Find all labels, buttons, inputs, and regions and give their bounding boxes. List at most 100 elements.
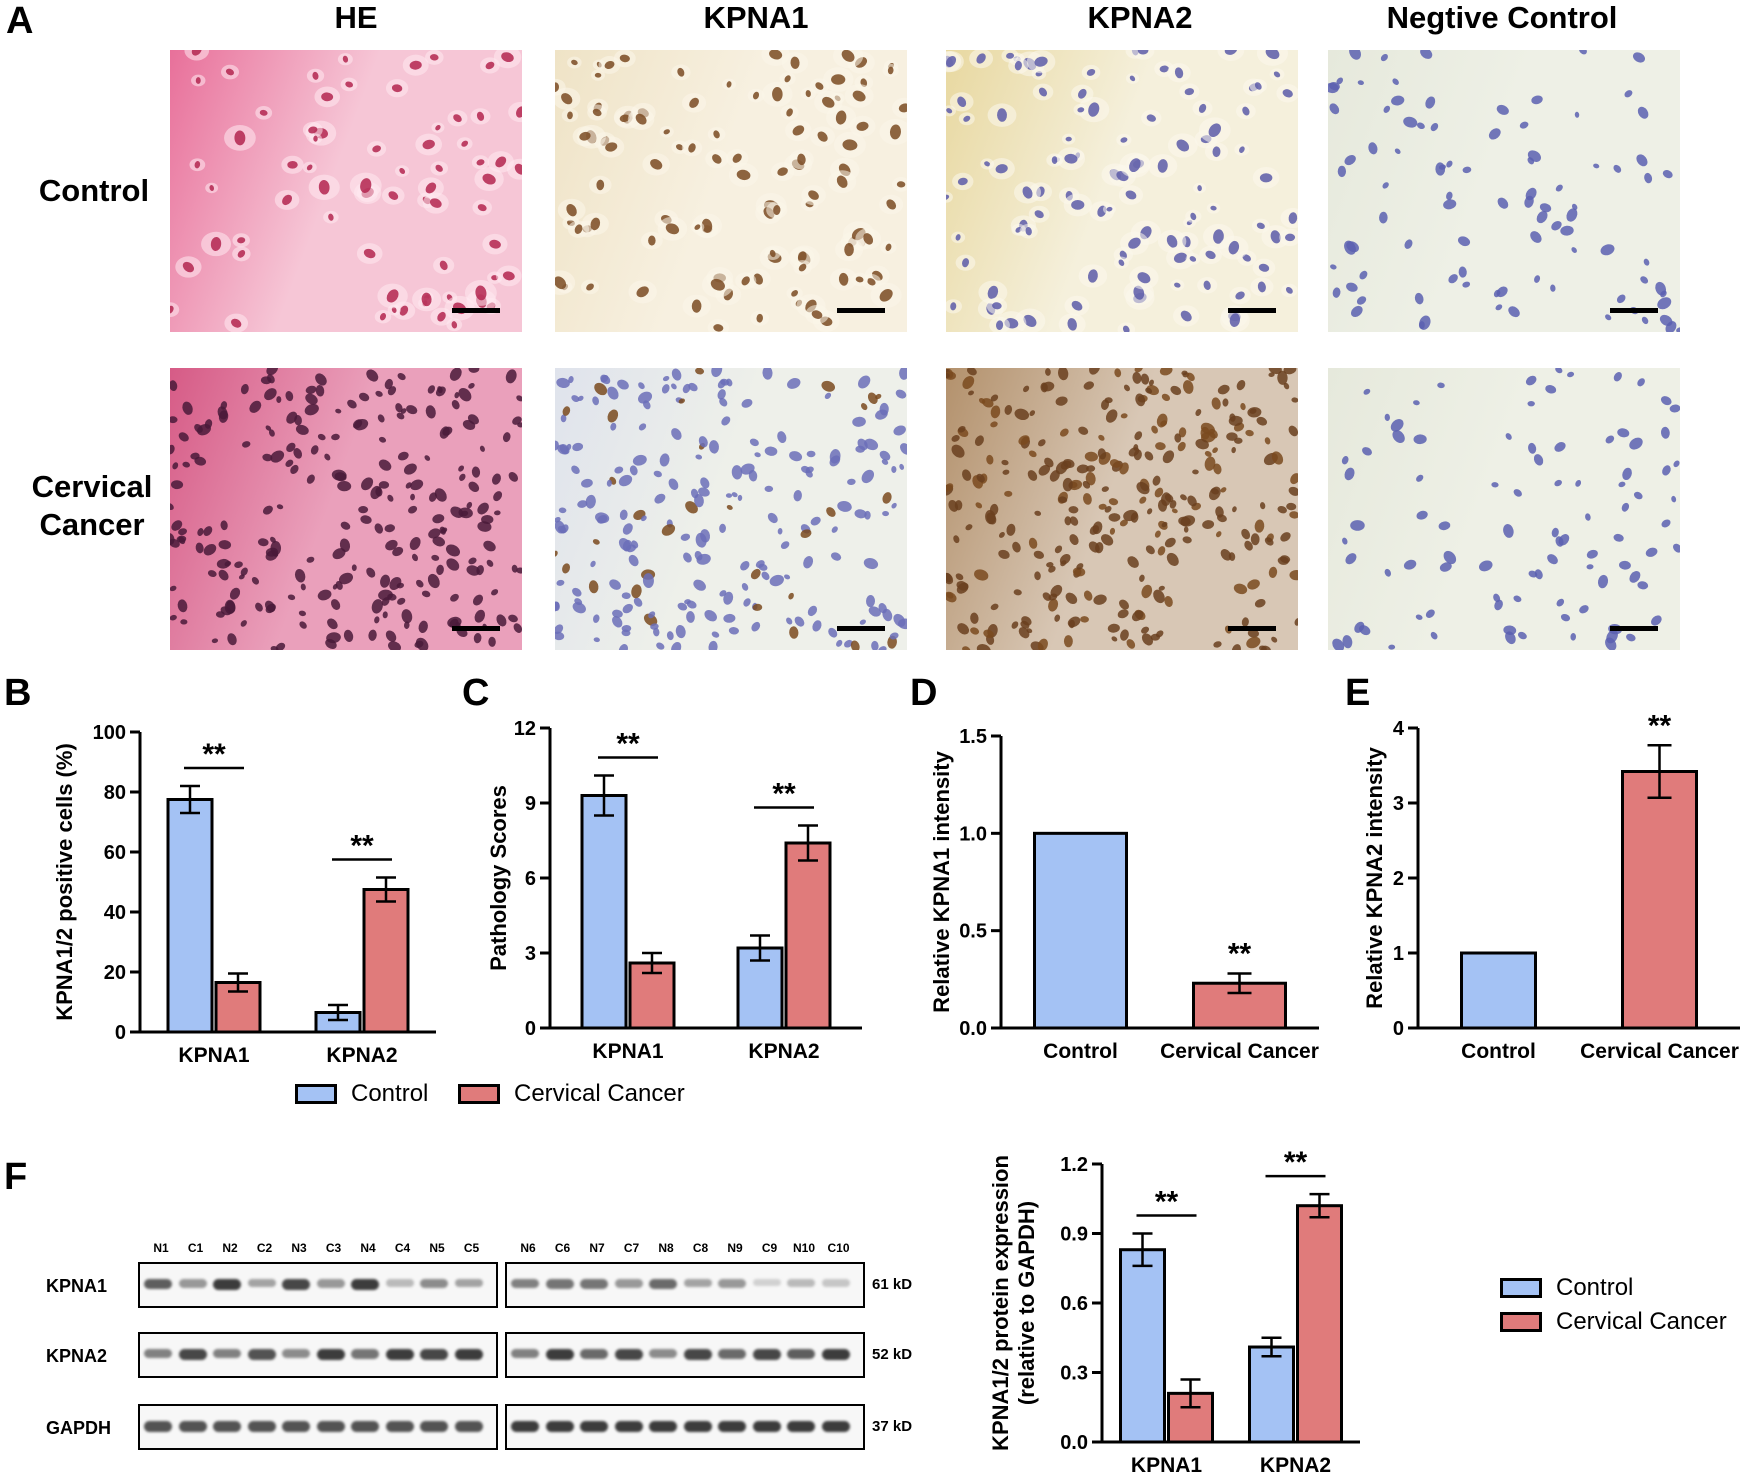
lane-label: C9 xyxy=(761,1241,778,1255)
y-axis-label: KPNA1/2 positive cells (%) xyxy=(52,743,77,1021)
legend-bc-control-swatch xyxy=(295,1084,337,1104)
blot-band xyxy=(649,1421,677,1433)
legend-bc-cancer-label: Cervical Cancer xyxy=(514,1080,685,1107)
lane-label: N8 xyxy=(658,1241,674,1255)
y-tick-label: 1 xyxy=(1393,943,1404,965)
molecular-weight-label: 61 kD xyxy=(872,1276,913,1293)
column-header-kpna2: KPNA2 xyxy=(1087,0,1193,35)
significance-label: ** xyxy=(350,830,374,863)
panel-label-d: D xyxy=(910,672,938,714)
blot-membrane xyxy=(138,1262,498,1308)
blot-band xyxy=(178,1349,207,1360)
chart-b: 0 20 40 60 80 100 KPNA1/2 positive cells (%) KP… xyxy=(52,722,436,1067)
blot-band xyxy=(821,1279,850,1287)
blot-band xyxy=(420,1349,448,1360)
lane-label: N6 xyxy=(520,1241,536,1255)
micrograph-negative-control xyxy=(1328,50,1680,332)
blot-band xyxy=(614,1421,643,1433)
blot-band xyxy=(420,1279,448,1288)
lane-label: N5 xyxy=(429,1241,445,1255)
blot-band xyxy=(385,1279,414,1287)
blot-band xyxy=(511,1279,539,1289)
y-tick-label: 80 xyxy=(104,782,126,804)
y-tick-label: 0.5 xyxy=(959,921,987,943)
legend-f-control-swatch xyxy=(1500,1278,1542,1298)
row-header-cancer-line2: Cancer xyxy=(39,507,145,542)
y-tick-label: 3 xyxy=(525,943,536,965)
y-tick-label: 12 xyxy=(514,718,536,740)
blot-membrane xyxy=(138,1404,498,1450)
y-axis-label: Relative KPNA1 intensity xyxy=(929,750,954,1012)
legend-f-control: Control xyxy=(1500,1274,1633,1302)
lane-label: C4 xyxy=(394,1241,411,1255)
blot-band xyxy=(144,1421,172,1432)
panel-label-e: E xyxy=(1345,672,1371,714)
lane-label: C10 xyxy=(827,1241,850,1255)
blot-band xyxy=(316,1279,345,1288)
blot-band xyxy=(718,1279,746,1288)
x-tick-label: KPNA1 xyxy=(178,1044,250,1067)
blot-band xyxy=(247,1349,276,1360)
y-tick-label: 0.9 xyxy=(1060,1224,1088,1246)
micrograph-kpna1-cancer xyxy=(555,368,907,650)
y-tick-label: 3 xyxy=(1393,793,1404,815)
chart-e: 0 1 2 3 4 Relative KPNA2 intensity Control Cerv… xyxy=(1362,709,1740,1063)
blot-band xyxy=(580,1279,608,1289)
micrograph-he-cancer xyxy=(170,368,522,650)
blot-band xyxy=(752,1349,781,1360)
row-header-cervical-cancer: Cervical Cancer xyxy=(12,468,172,544)
chart-c: 0 3 6 9 12 Pathology Scores KPNA1 ** KPNA2 ** xyxy=(486,718,862,1063)
legend-bc-cancer-swatch xyxy=(458,1084,500,1104)
blot-row-label: KPNA2 xyxy=(46,1346,108,1366)
legend-f-cancer-label: Cervical Cancer xyxy=(1556,1308,1727,1335)
bar xyxy=(1119,1248,1166,1444)
blot-row-label: GAPDH xyxy=(46,1418,112,1438)
blot-band xyxy=(282,1421,310,1432)
x-tick-label: Cervical Cancer xyxy=(1160,1040,1319,1063)
molecular-weight-label: 52 kD xyxy=(872,1346,913,1363)
blot-band xyxy=(683,1421,712,1433)
micrograph-kpna2-control xyxy=(946,50,1298,332)
y-tick-label: 0.0 xyxy=(1060,1432,1088,1454)
blot-band xyxy=(316,1421,345,1432)
x-tick-label: KPNA1 xyxy=(592,1040,664,1063)
micrograph-kpna1-control xyxy=(555,50,907,332)
row-header-control: Control xyxy=(14,172,174,210)
x-tick-label: Control xyxy=(1461,1040,1536,1063)
x-tick-label: KPNA2 xyxy=(326,1044,397,1067)
blot-band xyxy=(580,1349,608,1359)
y-tick-label: 4 xyxy=(1393,718,1405,740)
bar xyxy=(1621,770,1698,1030)
column-header-negative-control: Negtive Control xyxy=(1386,0,1618,35)
blot-band xyxy=(683,1279,712,1288)
panel-label-b: B xyxy=(4,672,32,714)
column-header-kpna1: KPNA1 xyxy=(703,0,809,35)
lane-label: N7 xyxy=(589,1241,605,1255)
legend-f-cancer: Cervical Cancer xyxy=(1500,1308,1727,1336)
blot-membrane xyxy=(138,1332,498,1378)
significance-label: ** xyxy=(1228,937,1252,970)
blot-band xyxy=(454,1349,483,1361)
y-axis-label-2: (relative to GAPDH) xyxy=(1014,1201,1039,1405)
blot-band xyxy=(821,1421,850,1433)
blot-band xyxy=(454,1421,483,1432)
y-tick-label: 40 xyxy=(104,902,126,924)
y-tick-label: 0.0 xyxy=(959,1018,987,1040)
y-tick-label: 60 xyxy=(104,842,126,864)
y-tick-label: 1.2 xyxy=(1060,1154,1088,1176)
blot-band xyxy=(213,1279,241,1291)
significance-label: ** xyxy=(1155,1186,1179,1219)
blot-band xyxy=(649,1349,677,1358)
blot-band xyxy=(247,1421,276,1432)
panel-label-f: F xyxy=(4,1156,28,1198)
blot-band xyxy=(683,1349,712,1360)
lane-label: C2 xyxy=(256,1241,273,1255)
blot-band xyxy=(144,1279,172,1290)
row-header-control-line1: Control xyxy=(38,173,150,208)
lane-label: C5 xyxy=(463,1241,480,1255)
blot-membrane xyxy=(505,1262,865,1308)
blot-band xyxy=(454,1279,483,1288)
row-header-cancer-line1: Cervical xyxy=(31,469,153,504)
y-tick-label: 0.3 xyxy=(1060,1363,1088,1385)
significance-label: ** xyxy=(772,778,796,811)
